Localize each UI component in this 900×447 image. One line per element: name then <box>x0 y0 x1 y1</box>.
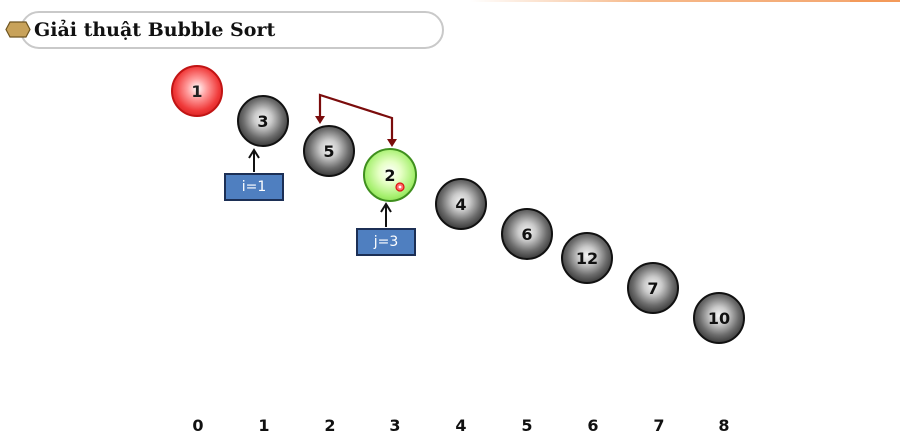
title-banner <box>20 11 444 49</box>
j-pointer-label: j=3 <box>356 228 416 256</box>
ball-index-7: 7 <box>627 262 679 314</box>
ball-value: 1 <box>191 81 203 101</box>
ball-value: 6 <box>521 224 533 244</box>
ball-value: 2 <box>384 165 396 185</box>
mouse-cursor-icon <box>395 182 405 192</box>
page-title: Giải thuật Bubble Sort <box>34 19 276 41</box>
index-label-8: 8 <box>718 416 730 435</box>
ball-index-4: 4 <box>435 178 487 230</box>
index-label-3: 3 <box>389 416 401 435</box>
ball-index-8: 10 <box>693 292 745 344</box>
ball-index-5: 6 <box>501 208 553 260</box>
ball-value: 3 <box>257 111 269 131</box>
index-label-4: 4 <box>455 416 467 435</box>
ball-index-2: 5 <box>303 125 355 177</box>
swap-arrow-icon <box>315 93 397 147</box>
ball-value: 10 <box>707 308 731 328</box>
top-decor-line-right <box>850 0 900 2</box>
ball-index-1: 3 <box>237 95 289 147</box>
i-pointer-label: i=1 <box>224 173 284 201</box>
index-label-7: 7 <box>653 416 665 435</box>
ball-value: 5 <box>323 141 335 161</box>
up-arrow-icon <box>248 148 260 172</box>
index-label-1: 1 <box>258 416 270 435</box>
top-decor-line <box>470 0 900 2</box>
index-label-5: 5 <box>521 416 533 435</box>
ball-value: 4 <box>455 194 467 214</box>
up-arrow-icon <box>380 202 392 227</box>
ball-index-6: 12 <box>561 232 613 284</box>
index-label-2: 2 <box>324 416 336 435</box>
hexagon-icon <box>5 21 31 38</box>
index-label-6: 6 <box>587 416 599 435</box>
ball-index-0: 1 <box>171 65 223 117</box>
ball-value: 7 <box>647 278 659 298</box>
ball-index-3: 2 <box>363 148 417 202</box>
ball-value: 12 <box>575 248 599 268</box>
index-label-0: 0 <box>192 416 204 435</box>
